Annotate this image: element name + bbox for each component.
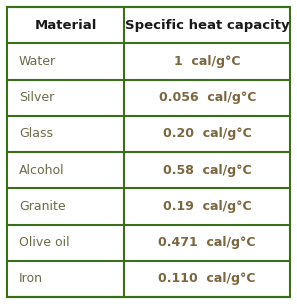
- Text: Iron: Iron: [19, 272, 43, 285]
- Text: Alcohol: Alcohol: [19, 164, 65, 177]
- Text: Material: Material: [34, 19, 97, 32]
- Text: 0.19  cal/g°C: 0.19 cal/g°C: [163, 200, 252, 213]
- Text: 0.20  cal/g°C: 0.20 cal/g°C: [163, 127, 252, 140]
- Text: Specific heat capacity: Specific heat capacity: [125, 19, 290, 32]
- Text: 0.471  cal/g°C: 0.471 cal/g°C: [159, 236, 256, 249]
- Text: Granite: Granite: [19, 200, 66, 213]
- Text: 0.58  cal/g°C: 0.58 cal/g°C: [163, 164, 252, 177]
- Text: 1  cal/g°C: 1 cal/g°C: [174, 55, 241, 68]
- Text: Olive oil: Olive oil: [19, 236, 69, 249]
- Text: Silver: Silver: [19, 91, 54, 104]
- Text: 0.110  cal/g°C: 0.110 cal/g°C: [159, 272, 256, 285]
- Text: Water: Water: [19, 55, 56, 68]
- Text: Glass: Glass: [19, 127, 53, 140]
- Text: 0.056  cal/g°C: 0.056 cal/g°C: [159, 91, 256, 104]
